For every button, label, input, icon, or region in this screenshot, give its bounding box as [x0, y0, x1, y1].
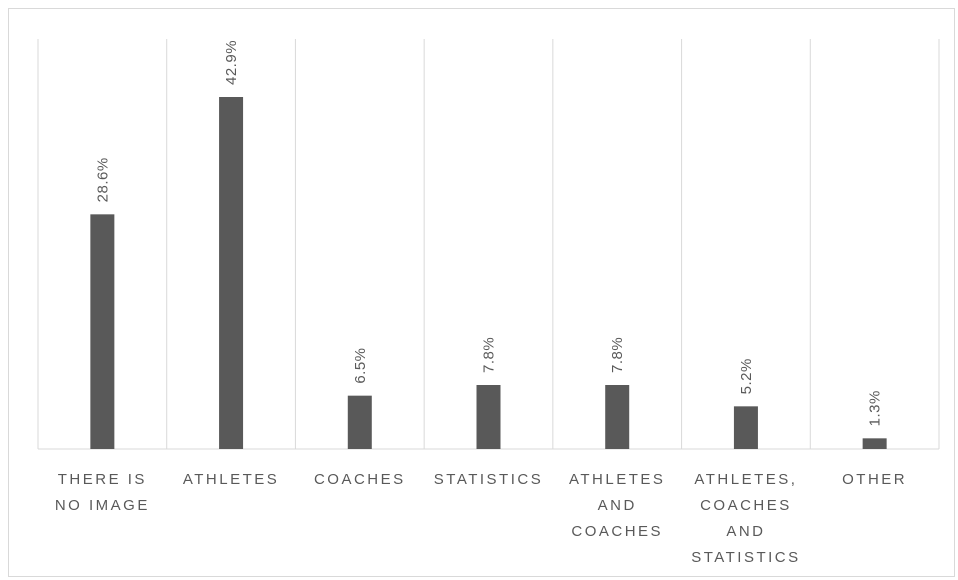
bar — [476, 385, 501, 449]
category-label: OTHER — [842, 471, 907, 488]
category-label: ATHLETES, COACHES AND STATISTICS — [691, 471, 800, 566]
category-label: ATHLETES — [183, 471, 279, 488]
data-label: 1.3% — [867, 390, 884, 426]
category-label: STATISTICS — [434, 471, 543, 488]
category-label: ATHLETES AND COACHES — [569, 471, 665, 540]
category-label: THERE IS NO IMAGE — [55, 471, 150, 514]
bar — [862, 438, 887, 449]
category-label: COACHES — [314, 471, 406, 488]
data-label: 7.8% — [609, 337, 626, 373]
chart-area: 28.6% THERE IS NO IMAGE 42.9% ATHLETES 6.5% CO… — [8, 8, 955, 577]
bar — [90, 214, 115, 449]
data-label: 42.9% — [223, 40, 240, 85]
data-label: 5.2% — [738, 358, 755, 394]
data-label: 7.8% — [481, 337, 498, 373]
data-label: 28.6% — [94, 157, 111, 202]
data-label: 6.5% — [352, 347, 369, 383]
bar — [733, 406, 758, 449]
bar — [347, 395, 372, 449]
bar — [605, 385, 630, 449]
bar-chart: 28.6% THERE IS NO IMAGE 42.9% ATHLETES 6.5% CO… — [37, 39, 940, 566]
bar — [219, 97, 244, 449]
